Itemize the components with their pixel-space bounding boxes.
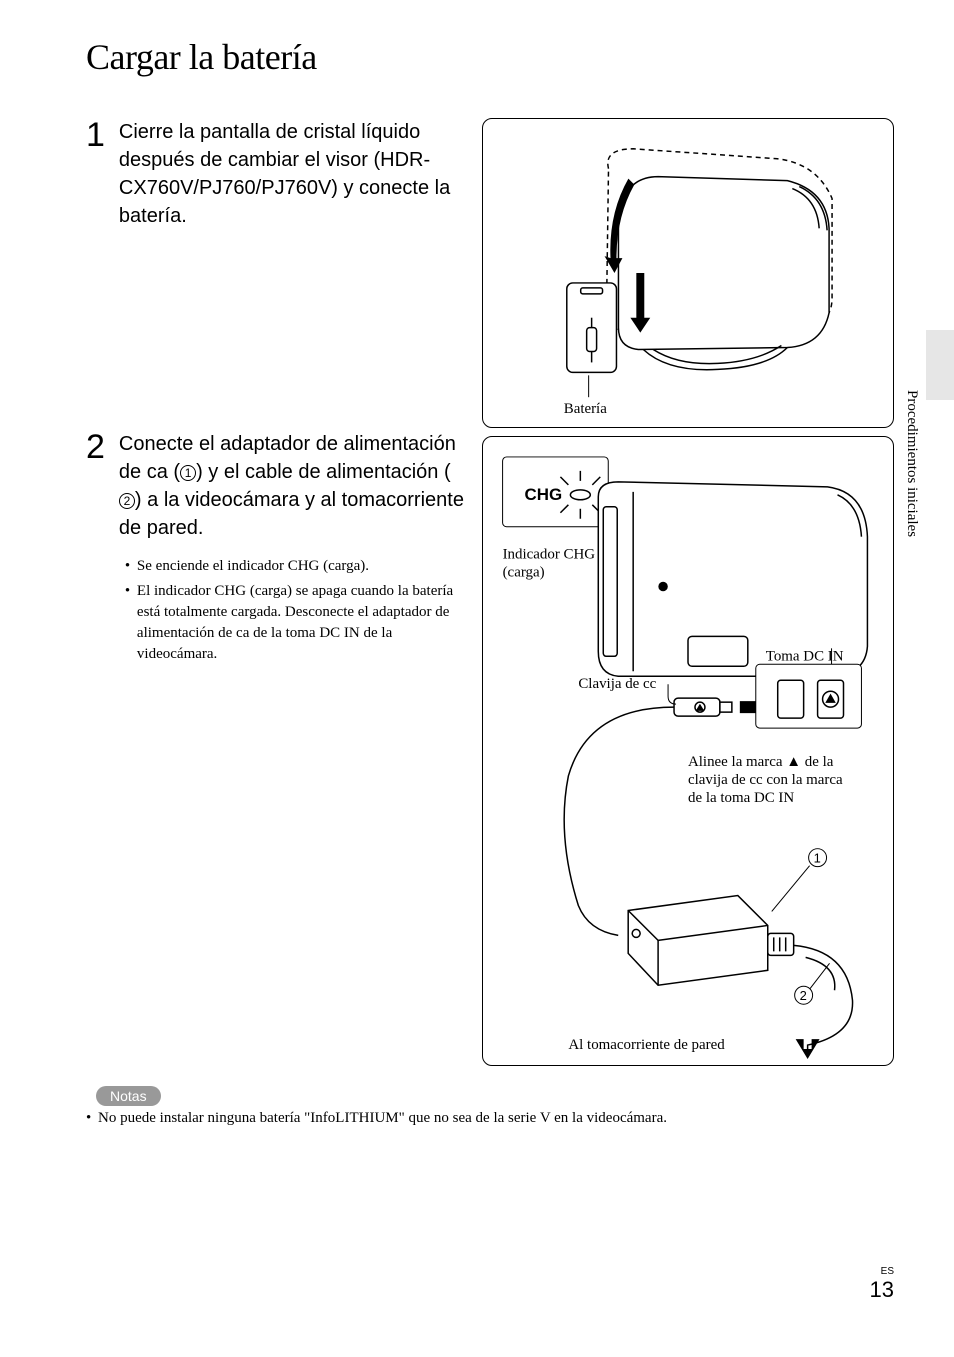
step-2-number: 2 — [86, 430, 105, 669]
fig1-battery-label: Batería — [564, 401, 607, 417]
step-2-bullet-2: El indicador CHG (carga) se apaga cuando… — [125, 581, 466, 665]
figure-2: CHG Indicador CHG (carga) — [482, 436, 894, 1066]
wall-label: Al tomacorriente de pared — [568, 1037, 725, 1053]
figure-1: Batería — [482, 118, 894, 428]
chg-carga-label: (carga) — [503, 565, 545, 581]
step-1-text: Cierre la pantalla de cristal líquido de… — [119, 118, 466, 230]
step-1: 1 Cierre la pantalla de cristal líquido … — [86, 118, 466, 230]
side-tab — [926, 330, 954, 400]
page: Cargar la batería 1 Cierre la pantalla d… — [0, 0, 954, 1357]
dc-plug-label: Clavija de cc — [578, 676, 656, 692]
notes-section: Notas No puede instalar ninguna batería … — [86, 1086, 894, 1127]
step-2-text: Conecte el adaptador de alimentación de … — [119, 430, 466, 542]
dc-in-label: Toma DC IN — [766, 648, 844, 664]
step-1-body: Cierre la pantalla de cristal líquido de… — [119, 118, 466, 230]
footer-page-number: 13 — [870, 1277, 894, 1303]
circled-1-icon: 1 — [180, 465, 196, 481]
align-text-3: de la toma DC IN — [688, 790, 794, 806]
step-2-sublist: Se enciende el indicador CHG (carga). El… — [119, 556, 466, 665]
step-2-text-mid: ) y el cable de alimentación ( — [196, 461, 451, 483]
adapter-num-1: 1 — [814, 851, 821, 866]
align-text-2: clavija de cc con la marca — [688, 772, 843, 788]
step-2-bullet-1: Se enciende el indicador CHG (carga). — [125, 556, 466, 577]
adapter-num-2: 2 — [800, 988, 807, 1003]
figure-column: Batería CHG — [482, 118, 894, 1066]
text-column: 1 Cierre la pantalla de cristal líquido … — [86, 118, 466, 697]
figure-1-svg: Batería — [483, 119, 893, 427]
page-footer: ES 13 — [870, 1266, 894, 1303]
content-row: 1 Cierre la pantalla de cristal líquido … — [86, 118, 894, 1066]
footer-lang: ES — [870, 1266, 894, 1277]
step-2: 2 Conecte el adaptador de alimentación d… — [86, 430, 466, 669]
notes-item-1: No puede instalar ninguna batería "InfoL… — [86, 1110, 894, 1127]
notes-badge: Notas — [96, 1086, 161, 1106]
chg-text: CHG — [525, 485, 563, 504]
page-title: Cargar la batería — [86, 36, 894, 78]
step-1-number: 1 — [86, 118, 105, 230]
circled-2-icon: 2 — [119, 493, 135, 509]
chg-indicator-label: Indicador CHG — [503, 547, 596, 563]
step-2-body: Conecte el adaptador de alimentación de … — [119, 430, 466, 669]
figure-2-svg: CHG Indicador CHG (carga) — [483, 437, 893, 1065]
align-text-1: Alinee la marca ▲ de la — [688, 754, 834, 770]
side-tab-label: Procedimientos iniciales — [903, 390, 920, 537]
step-2-text-post: ) a la videocámara y al tomacorriente de… — [119, 489, 464, 539]
